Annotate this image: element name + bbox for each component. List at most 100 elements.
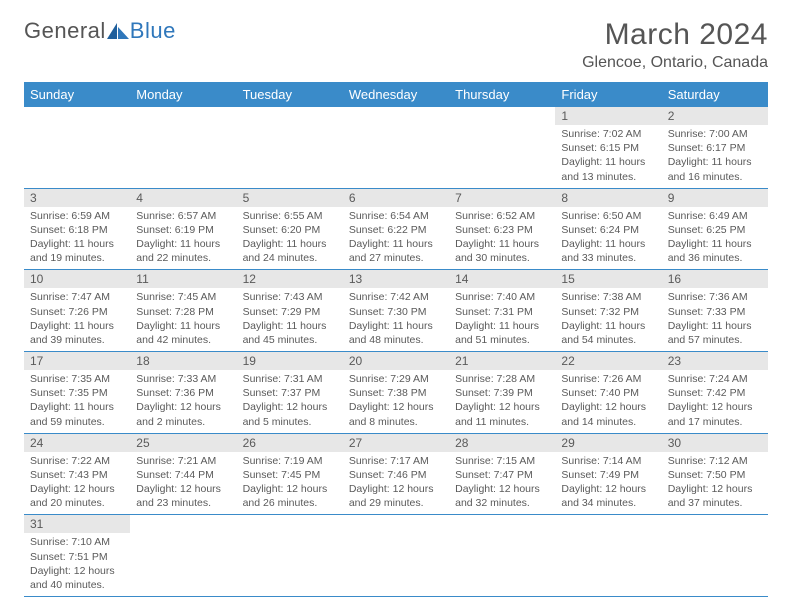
day-number: 31 (24, 515, 130, 533)
calendar-cell: 21Sunrise: 7:28 AMSunset: 7:39 PMDayligh… (449, 352, 555, 434)
day-details: Sunrise: 6:52 AMSunset: 6:23 PMDaylight:… (449, 207, 555, 270)
brand-word-1: General (24, 18, 106, 44)
weekday-header: Saturday (662, 83, 768, 107)
calendar-table: SundayMondayTuesdayWednesdayThursdayFrid… (24, 82, 768, 597)
calendar-cell-empty (24, 107, 130, 189)
day-number: 27 (343, 434, 449, 452)
calendar-cell: 20Sunrise: 7:29 AMSunset: 7:38 PMDayligh… (343, 352, 449, 434)
day-number: 13 (343, 270, 449, 288)
day-details: Sunrise: 7:02 AMSunset: 6:15 PMDaylight:… (555, 125, 661, 188)
calendar-cell: 12Sunrise: 7:43 AMSunset: 7:29 PMDayligh… (237, 270, 343, 352)
calendar-row: 1Sunrise: 7:02 AMSunset: 6:15 PMDaylight… (24, 107, 768, 189)
day-number: 21 (449, 352, 555, 370)
day-details: Sunrise: 7:12 AMSunset: 7:50 PMDaylight:… (662, 452, 768, 515)
brand-logo: General Blue (24, 18, 176, 44)
day-details: Sunrise: 6:50 AMSunset: 6:24 PMDaylight:… (555, 207, 661, 270)
day-details: Sunrise: 6:49 AMSunset: 6:25 PMDaylight:… (662, 207, 768, 270)
calendar-cell: 29Sunrise: 7:14 AMSunset: 7:49 PMDayligh… (555, 433, 661, 515)
calendar-cell-empty (343, 515, 449, 597)
day-details: Sunrise: 7:33 AMSunset: 7:36 PMDaylight:… (130, 370, 236, 433)
day-details: Sunrise: 7:10 AMSunset: 7:51 PMDaylight:… (24, 533, 130, 596)
day-number: 9 (662, 189, 768, 207)
weekday-header: Wednesday (343, 83, 449, 107)
day-details: Sunrise: 6:59 AMSunset: 6:18 PMDaylight:… (24, 207, 130, 270)
calendar-cell: 1Sunrise: 7:02 AMSunset: 6:15 PMDaylight… (555, 107, 661, 189)
calendar-cell: 28Sunrise: 7:15 AMSunset: 7:47 PMDayligh… (449, 433, 555, 515)
calendar-cell: 10Sunrise: 7:47 AMSunset: 7:26 PMDayligh… (24, 270, 130, 352)
day-details: Sunrise: 7:24 AMSunset: 7:42 PMDaylight:… (662, 370, 768, 433)
day-number: 14 (449, 270, 555, 288)
calendar-cell: 7Sunrise: 6:52 AMSunset: 6:23 PMDaylight… (449, 188, 555, 270)
weekday-header: Friday (555, 83, 661, 107)
calendar-row: 10Sunrise: 7:47 AMSunset: 7:26 PMDayligh… (24, 270, 768, 352)
day-details: Sunrise: 7:47 AMSunset: 7:26 PMDaylight:… (24, 288, 130, 351)
day-details: Sunrise: 7:42 AMSunset: 7:30 PMDaylight:… (343, 288, 449, 351)
day-details: Sunrise: 7:17 AMSunset: 7:46 PMDaylight:… (343, 452, 449, 515)
day-number: 16 (662, 270, 768, 288)
calendar-cell-empty (130, 515, 236, 597)
calendar-cell: 27Sunrise: 7:17 AMSunset: 7:46 PMDayligh… (343, 433, 449, 515)
day-number: 23 (662, 352, 768, 370)
weekday-header: Sunday (24, 83, 130, 107)
day-number: 22 (555, 352, 661, 370)
day-details: Sunrise: 7:38 AMSunset: 7:32 PMDaylight:… (555, 288, 661, 351)
day-number: 3 (24, 189, 130, 207)
calendar-cell-empty (449, 107, 555, 189)
day-details: Sunrise: 7:45 AMSunset: 7:28 PMDaylight:… (130, 288, 236, 351)
calendar-cell: 4Sunrise: 6:57 AMSunset: 6:19 PMDaylight… (130, 188, 236, 270)
title-block: March 2024 Glencoe, Ontario, Canada (582, 18, 768, 72)
day-number: 8 (555, 189, 661, 207)
day-number: 29 (555, 434, 661, 452)
day-number: 20 (343, 352, 449, 370)
location-text: Glencoe, Ontario, Canada (582, 54, 768, 72)
day-number: 25 (130, 434, 236, 452)
calendar-row: 31Sunrise: 7:10 AMSunset: 7:51 PMDayligh… (24, 515, 768, 597)
page-title: March 2024 (582, 18, 768, 52)
calendar-cell: 9Sunrise: 6:49 AMSunset: 6:25 PMDaylight… (662, 188, 768, 270)
calendar-cell-empty (449, 515, 555, 597)
calendar-cell: 2Sunrise: 7:00 AMSunset: 6:17 PMDaylight… (662, 107, 768, 189)
calendar-cell: 14Sunrise: 7:40 AMSunset: 7:31 PMDayligh… (449, 270, 555, 352)
calendar-cell-empty (130, 107, 236, 189)
calendar-cell: 22Sunrise: 7:26 AMSunset: 7:40 PMDayligh… (555, 352, 661, 434)
day-details: Sunrise: 7:00 AMSunset: 6:17 PMDaylight:… (662, 125, 768, 188)
day-details: Sunrise: 7:28 AMSunset: 7:39 PMDaylight:… (449, 370, 555, 433)
calendar-cell-empty (662, 515, 768, 597)
calendar-cell: 16Sunrise: 7:36 AMSunset: 7:33 PMDayligh… (662, 270, 768, 352)
day-details: Sunrise: 7:22 AMSunset: 7:43 PMDaylight:… (24, 452, 130, 515)
day-number: 7 (449, 189, 555, 207)
calendar-cell: 3Sunrise: 6:59 AMSunset: 6:18 PMDaylight… (24, 188, 130, 270)
day-number: 10 (24, 270, 130, 288)
calendar-cell-empty (343, 107, 449, 189)
calendar-cell-empty (555, 515, 661, 597)
day-number: 6 (343, 189, 449, 207)
weekday-header-row: SundayMondayTuesdayWednesdayThursdayFrid… (24, 83, 768, 107)
calendar-cell: 6Sunrise: 6:54 AMSunset: 6:22 PMDaylight… (343, 188, 449, 270)
calendar-cell: 24Sunrise: 7:22 AMSunset: 7:43 PMDayligh… (24, 433, 130, 515)
day-details: Sunrise: 7:36 AMSunset: 7:33 PMDaylight:… (662, 288, 768, 351)
day-details: Sunrise: 6:54 AMSunset: 6:22 PMDaylight:… (343, 207, 449, 270)
calendar-row: 3Sunrise: 6:59 AMSunset: 6:18 PMDaylight… (24, 188, 768, 270)
calendar-cell: 5Sunrise: 6:55 AMSunset: 6:20 PMDaylight… (237, 188, 343, 270)
day-details: Sunrise: 7:40 AMSunset: 7:31 PMDaylight:… (449, 288, 555, 351)
day-number: 1 (555, 107, 661, 125)
weekday-header: Tuesday (237, 83, 343, 107)
day-number: 12 (237, 270, 343, 288)
day-number: 2 (662, 107, 768, 125)
day-number: 5 (237, 189, 343, 207)
calendar-cell: 25Sunrise: 7:21 AMSunset: 7:44 PMDayligh… (130, 433, 236, 515)
calendar-cell: 26Sunrise: 7:19 AMSunset: 7:45 PMDayligh… (237, 433, 343, 515)
calendar-cell: 30Sunrise: 7:12 AMSunset: 7:50 PMDayligh… (662, 433, 768, 515)
day-details: Sunrise: 7:19 AMSunset: 7:45 PMDaylight:… (237, 452, 343, 515)
day-details: Sunrise: 7:35 AMSunset: 7:35 PMDaylight:… (24, 370, 130, 433)
day-details: Sunrise: 7:31 AMSunset: 7:37 PMDaylight:… (237, 370, 343, 433)
brand-word-2: Blue (130, 18, 176, 44)
day-number: 28 (449, 434, 555, 452)
day-number: 17 (24, 352, 130, 370)
day-details: Sunrise: 6:57 AMSunset: 6:19 PMDaylight:… (130, 207, 236, 270)
day-number: 30 (662, 434, 768, 452)
day-details: Sunrise: 7:21 AMSunset: 7:44 PMDaylight:… (130, 452, 236, 515)
day-number: 26 (237, 434, 343, 452)
day-number: 11 (130, 270, 236, 288)
calendar-cell: 13Sunrise: 7:42 AMSunset: 7:30 PMDayligh… (343, 270, 449, 352)
